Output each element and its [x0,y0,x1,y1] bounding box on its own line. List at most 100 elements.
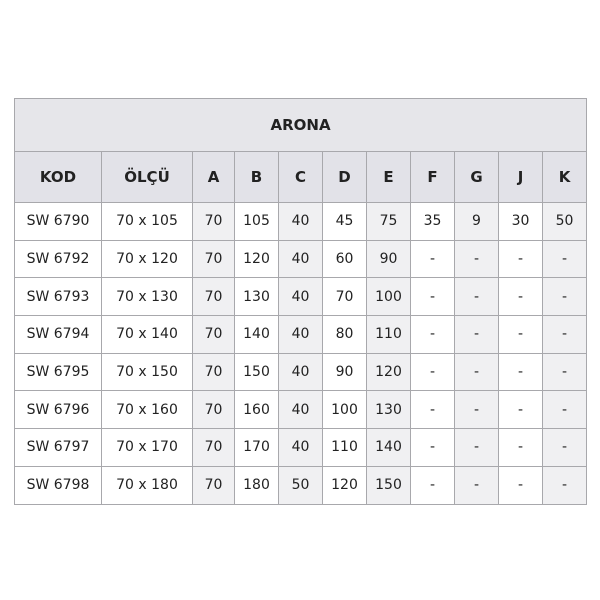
table-cell: 40 [278,315,323,354]
table-cell: - [454,428,499,467]
table-cell: 130 [366,390,411,430]
table-cell: - [498,390,543,430]
table-cell: 150 [234,352,279,392]
column-header-e: E [366,151,411,203]
table-cell: SW 6794 [14,315,102,354]
table-cell: 40 [278,277,323,317]
table-cell: 70 [192,315,235,354]
table-cell: - [541,465,588,505]
column-header-olcu: ÖLÇÜ [101,151,193,203]
table-cell: 120 [234,239,279,279]
column-header-f: F [410,151,455,203]
table-cell: - [454,315,499,354]
table-cell: - [498,315,543,354]
table-row: SW 6794 70 x 140 70 140 40 80 110- - - - [14,315,588,354]
column-header-b: B [234,151,279,203]
table-cell: 70 [192,239,235,279]
table-cell: - [410,390,455,430]
table-row: SW 6792 70 x 120 70 120 40 60 90- - - - [14,239,588,279]
table-cell: 80 [322,315,367,354]
table-cell: 50 [541,202,588,241]
table-cell: SW 6792 [14,239,102,279]
table-row: SW 6796 70 x 160 70 160 40 100 130- - - - [14,390,588,430]
table-cell: 70 [192,277,235,317]
table-cell: 40 [278,239,323,279]
table-cell: 110 [322,428,367,467]
table-cell: 140 [366,428,411,467]
table-cell: - [410,315,455,354]
table-cell: - [541,277,588,317]
table-cell: 70 x 140 [101,315,193,354]
table-cell: 40 [278,390,323,430]
table-cell: 70 x 160 [101,390,193,430]
table-cell: - [410,239,455,279]
column-header-c: C [278,151,323,203]
table-cell: 70 x 180 [101,465,193,505]
table-cell: 9 [454,202,499,241]
table-cell: - [454,277,499,317]
table-cell: 70 [322,277,367,317]
table-cell: 50 [278,465,323,505]
header-row: KOD ÖLÇÜ A B C D E F G J K [14,151,588,203]
table-cell: 100 [322,390,367,430]
table-cell: 120 [366,352,411,392]
table-row: SW 6798 70 x 180 70 180 50 120 150- - - - [14,465,588,505]
table-cell: 150 [366,465,411,505]
table-cell: SW 6795 [14,352,102,392]
table-cell: - [454,239,499,279]
table-cell: 60 [322,239,367,279]
table-cell: 90 [322,352,367,392]
table-cell: - [410,428,455,467]
table-cell: SW 6796 [14,390,102,430]
table-cell: 170 [234,428,279,467]
table-cell: - [498,428,543,467]
table-cell: 120 [322,465,367,505]
table-cell: - [498,277,543,317]
table-row: SW 6797 70 x 170 70 170 40 110 140- - - - [14,428,588,467]
table-cell: 70 x 170 [101,428,193,467]
table-cell: 40 [278,428,323,467]
table-cell: 45 [322,202,367,241]
table-row: SW 6795 70 x 150 70 150 40 90 120- - - - [14,352,588,392]
table-cell: - [541,315,588,354]
table-row: SW 6793 70 x 130 70 130 40 70 100- - - - [14,277,588,317]
column-header-a: A [192,151,235,203]
table-title: ARONA [13,98,588,152]
table-cell: - [454,390,499,430]
column-header-d: D [322,151,367,203]
table-cell: - [541,239,588,279]
table-cell: SW 6797 [14,428,102,467]
table-cell: 160 [234,390,279,430]
table-cell: SW 6793 [14,277,102,317]
column-header-g: G [454,151,499,203]
table-cell: 130 [234,277,279,317]
table-cell: - [498,239,543,279]
table-cell: SW 6798 [14,465,102,505]
table-cell: 180 [234,465,279,505]
dimensions-table: ARONA KOD ÖLÇÜ A B C D E F G J K SW 6790 70 x 105 70… [13,98,588,505]
table-cell: 70 [192,352,235,392]
table-cell: SW 6790 [14,202,102,241]
table-cell: 70 [192,428,235,467]
table-cell: - [541,428,588,467]
table-cell: 140 [234,315,279,354]
table-cell: 35 [410,202,455,241]
table-cell: 70 x 150 [101,352,193,392]
column-header-kod: KOD [14,151,102,203]
table-cell: - [454,352,499,392]
table-cell: 105 [234,202,279,241]
table-row: SW 6790 70 x 105 70 105 40 45 75 35 9 30 50 [14,202,588,241]
table-cell: 100 [366,277,411,317]
table-cell: 110 [366,315,411,354]
table-cell: 40 [278,202,323,241]
table-cell: - [541,390,588,430]
column-header-j: J [498,151,543,203]
table-cell: 70 x 130 [101,277,193,317]
table-cell: 70 [192,202,235,241]
table-cell: - [454,465,499,505]
table-cell: 75 [366,202,411,241]
table-cell: 70 x 120 [101,239,193,279]
table-cell: 30 [498,202,543,241]
table-cell: - [541,352,588,392]
table-cell: - [410,465,455,505]
